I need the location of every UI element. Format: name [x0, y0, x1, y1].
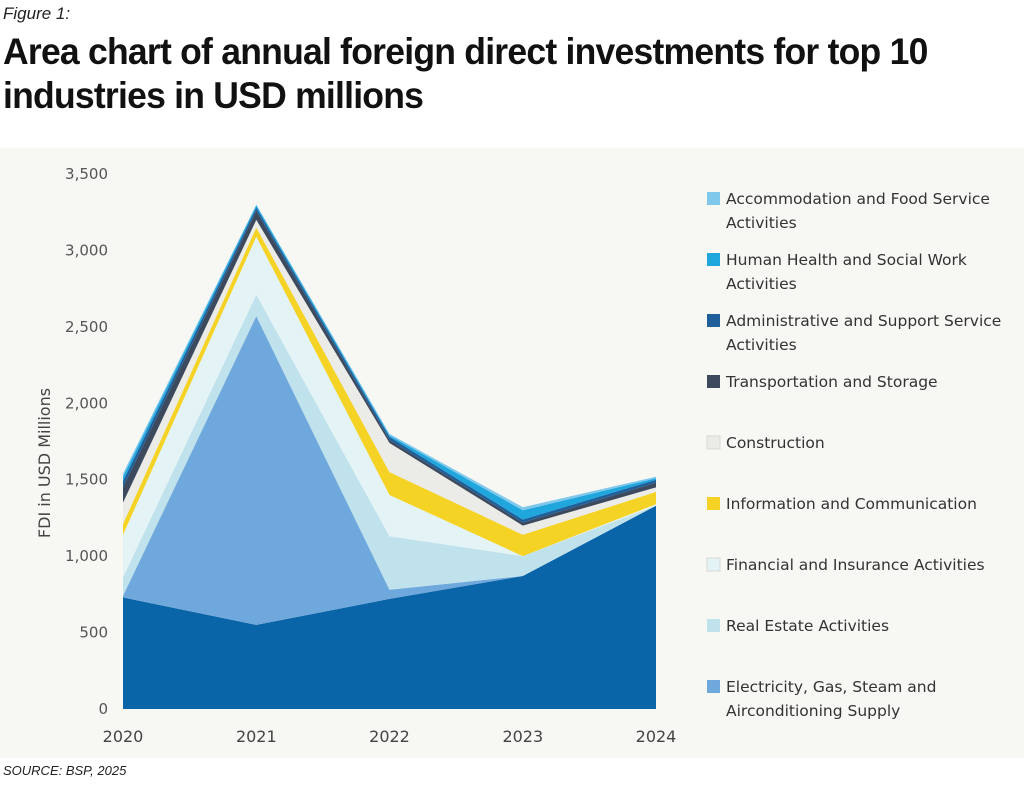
legend-label: Administrative and Support Service	[726, 312, 1001, 330]
legend-swatch	[707, 314, 720, 327]
source-note: SOURCE: BSP, 2025	[3, 763, 127, 778]
legend-swatch	[707, 253, 720, 266]
x-tick-label: 2020	[103, 727, 144, 746]
area-layers	[123, 204, 656, 709]
legend-swatch	[707, 192, 720, 205]
x-tick-label: 2024	[636, 727, 677, 746]
legend-swatch	[707, 680, 720, 693]
legend-label: Financial and Insurance Activities	[726, 556, 985, 574]
y-tick-label: 0	[98, 700, 108, 718]
legend-swatch	[707, 375, 720, 388]
legend-label: Construction	[726, 434, 825, 452]
area-series-6	[123, 219, 656, 535]
legend-label: Information and Communication	[726, 495, 977, 513]
area-series-2	[123, 316, 656, 625]
legend-swatch	[707, 619, 720, 632]
y-tick-label: 500	[79, 624, 108, 642]
y-axis-label: FDI in USD Millions	[35, 388, 54, 538]
x-tick-label: 2021	[236, 727, 277, 746]
legend-label: Accommodation and Food Service	[726, 190, 990, 208]
legend-label: Activities	[726, 336, 797, 354]
area-series-1	[123, 505, 656, 709]
legend-label: Airconditioning Supply	[726, 702, 900, 720]
legend-label: Transportation and Storage	[725, 373, 938, 391]
chart-title: Area chart of annual foreign direct inve…	[3, 31, 928, 116]
x-tick-label: 2023	[502, 727, 543, 746]
y-tick-label: 2,000	[65, 394, 108, 412]
y-tick-label: 3,500	[65, 165, 108, 183]
legend-label: Electricity, Gas, Steam and	[726, 678, 936, 696]
y-tick-label: 1,500	[65, 471, 108, 489]
legend-label: Human Health and Social Work	[726, 251, 967, 269]
legend-label: Activities	[726, 275, 797, 293]
y-axis-ticks: 0 500 1,000 1,500 2,000 2,500 3,000 3,500	[65, 165, 108, 718]
figure-label: Figure 1:	[3, 4, 71, 23]
chart-panel: 0 500 1,000 1,500 2,000 2,500 3,000 3,500 2020 2…	[0, 148, 1024, 758]
legend-label: Activities	[726, 214, 797, 232]
x-tick-label: 2022	[369, 727, 410, 746]
legend-swatch	[706, 557, 721, 572]
y-tick-label: 2,500	[65, 318, 108, 336]
legend-swatch	[706, 435, 721, 450]
area-series-4	[123, 236, 656, 578]
y-tick-label: 1,000	[65, 547, 108, 565]
x-axis-ticks: 2020 2021 2022 2023 2024	[103, 727, 677, 746]
area-series-5	[123, 227, 656, 557]
y-tick-label: 3,000	[65, 241, 108, 259]
legend: Accommodation and Food Service Activities…	[706, 190, 1001, 720]
legend-swatch	[707, 497, 720, 510]
legend-label: Real Estate Activities	[726, 617, 889, 635]
